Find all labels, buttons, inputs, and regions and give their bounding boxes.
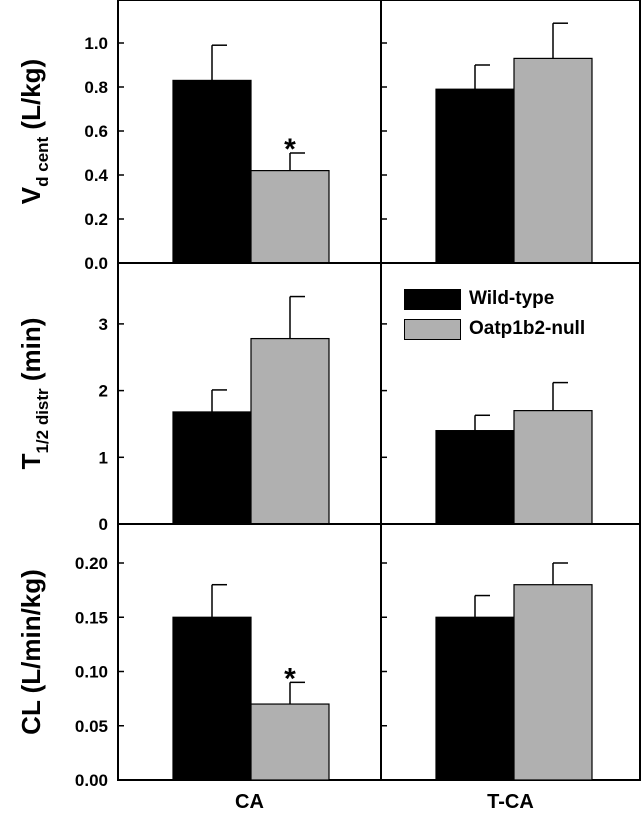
panel-1-ytick-label: 0.2 [84,210,108,229]
x-label-t-ca: T-CA [487,791,534,813]
panel-1-oatp1b2-null-ca-bar [250,170,330,264]
panel-3-oatp1b2-null-t-ca-bar [513,584,593,781]
panel-1-ytick-label: 0.8 [84,78,108,97]
panel-3-ytick-label: 0.00 [75,771,108,790]
panel-2-oatp1b2-null-ca-bar [250,337,330,525]
panel-1-ytick-label: 0.4 [84,166,108,185]
panel-2-wild-type-t-ca-bar [435,430,515,525]
panel-3-ytick-label: 0.05 [75,717,108,736]
legend-item-wild-type: Wild-type [404,284,585,314]
panel-3-ytick-label: 0.10 [75,663,108,682]
panel-3-wild-type-t-ca-bar [435,616,515,781]
panel-3-ytick-label: 0.20 [75,554,108,573]
panel-1-wild-type-t-ca-bar [435,88,515,264]
panel-1-wild-type-ca-bar [172,79,252,264]
panel-1-ytick-label: 0.0 [84,254,108,273]
panel-1-ytick-label: 0.6 [84,122,108,141]
legend-swatch-wild-type [404,288,461,310]
panel-1-ylabel: Vd cent (L/kg) [16,59,52,204]
legend-label-wild-type: Wild-type [469,288,555,309]
panel-3-ylabel: CL (L/min/kg) [16,569,46,735]
panel-1-oatp1b2-null-t-ca-bar [513,57,593,264]
panel-3-oatp1b2-null-ca-bar [250,703,330,781]
panel-2-ytick-label: 0 [99,515,108,534]
x-label-ca: CA [235,791,264,813]
legend-item-oatp1b2-null: Oatp1b2-null [404,314,585,344]
panel-2-ytick-label: 2 [99,382,108,401]
panel-1-ytick-label: 1.0 [84,34,108,53]
panel-3-ytick-label: 0.15 [75,608,108,627]
panel-2-ytick-label: 1 [99,448,108,467]
panel-2-wild-type-ca-bar [172,411,252,525]
legend-label-oatp1b2-null: Oatp1b2-null [469,318,586,339]
panel-2-oatp1b2-null-t-ca-bar [513,410,593,525]
legend-swatch-oatp1b2-null [404,318,461,340]
panel-3-significance-marker: * [284,662,296,695]
panel-3-wild-type-ca-bar [172,616,252,781]
panel-2-ylabel: T1/2 distr (min) [16,318,52,470]
legend: Wild-type Oatp1b2-null [404,284,585,344]
panel-1-significance-marker: * [284,133,296,166]
panel-2-ytick-label: 3 [99,315,108,334]
